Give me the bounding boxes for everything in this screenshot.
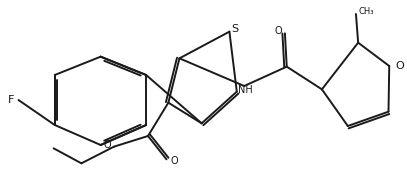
Text: O: O	[171, 156, 178, 166]
Text: CH₃: CH₃	[359, 7, 374, 16]
Text: O: O	[103, 140, 111, 150]
Text: NH: NH	[238, 85, 253, 95]
Text: O: O	[395, 61, 404, 71]
Text: F: F	[8, 95, 15, 105]
Text: S: S	[231, 24, 238, 34]
Text: O: O	[274, 26, 282, 36]
